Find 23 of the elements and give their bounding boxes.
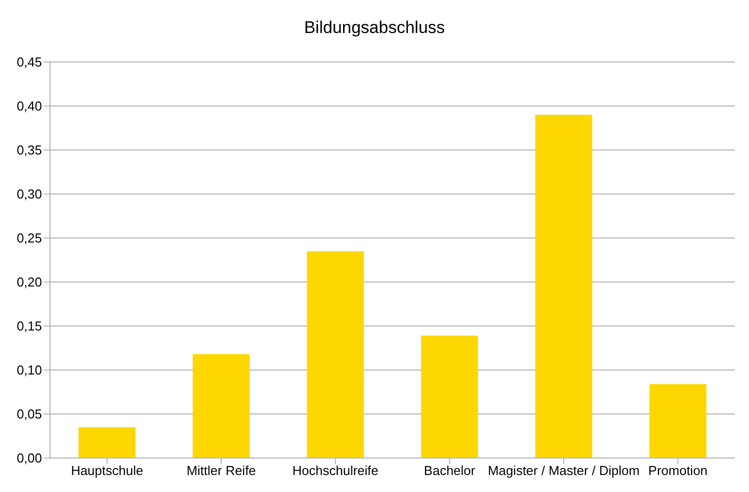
x-tick-label: Bachelor bbox=[424, 463, 476, 478]
y-tick-label: 0,35 bbox=[16, 142, 42, 158]
y-tick-label: 0,25 bbox=[16, 230, 42, 246]
bar bbox=[649, 384, 706, 458]
x-tick-label: Hochschulreife bbox=[292, 463, 378, 478]
x-tick-label: Hauptschule bbox=[70, 463, 144, 478]
bar bbox=[421, 336, 478, 458]
chart-title: Bildungsabschluss bbox=[303, 18, 446, 38]
bar bbox=[535, 114, 592, 458]
y-tick-label: 0,15 bbox=[16, 318, 42, 334]
y-tick-label: 0,05 bbox=[16, 406, 42, 422]
x-tick-label: Promotion bbox=[648, 463, 708, 478]
bar bbox=[306, 251, 364, 458]
y-tick-label: 0,10 bbox=[16, 362, 42, 378]
x-tick-label: Mittler Reife bbox=[186, 463, 256, 478]
bar bbox=[192, 354, 250, 458]
y-tick-label: 0,20 bbox=[16, 274, 42, 290]
bar bbox=[78, 427, 136, 458]
y-tick-label: 0,45 bbox=[16, 54, 42, 70]
x-tick-label: Magister / Master / Diplom bbox=[488, 463, 640, 478]
y-tick-label: 0,00 bbox=[16, 450, 42, 466]
y-tick-label: 0,40 bbox=[16, 98, 42, 114]
y-tick-label: 0,30 bbox=[16, 186, 42, 202]
